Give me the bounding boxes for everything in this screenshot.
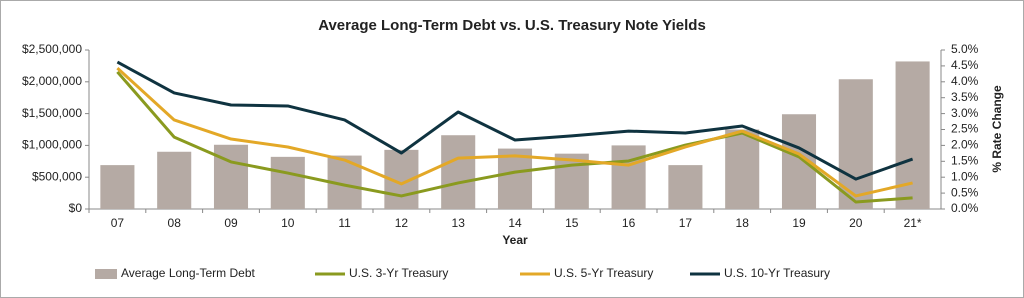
y-tick-label: $1,000,000 [22, 138, 82, 152]
bar [213, 144, 249, 209]
line [116, 70, 913, 204]
x-tick-label: 13 [452, 216, 466, 230]
bar [838, 79, 873, 209]
y2-axis-title: % Rate Change [990, 85, 1004, 173]
x-tick-label: 16 [622, 216, 636, 230]
y-tick-label: $1,500,000 [22, 106, 82, 120]
legend-label: U.S. 10-Yr Treasury [724, 266, 830, 280]
line [116, 60, 914, 181]
y-tick-label: $500,000 [32, 169, 82, 183]
x-tick-label: 08 [168, 216, 182, 230]
x-tick-label: 18 [736, 216, 750, 230]
x-tick-label: 09 [224, 216, 238, 230]
bar [270, 156, 305, 209]
y2-tick-label: 2.0% [951, 138, 979, 152]
x-tick-label: 12 [395, 216, 409, 230]
y2-tick-label: 0.0% [951, 201, 979, 215]
chart-title: Average Long-Term Debt vs. U.S. Treasury… [318, 17, 706, 34]
bar [157, 151, 192, 209]
y2-tick-label: 0.5% [951, 185, 979, 199]
y2-tick-label: 4.5% [951, 58, 979, 72]
legend-swatch [95, 269, 117, 279]
x-tick-label: 14 [508, 216, 522, 230]
bar [611, 145, 646, 209]
x-tick-label: 20 [849, 216, 863, 230]
x-tick-label: 10 [281, 216, 295, 230]
x-tick-label: 17 [679, 216, 693, 230]
x-tick-label: 11 [338, 216, 351, 230]
y2-tick-label: 2.5% [951, 122, 979, 136]
legend-label: U.S. 3-Yr Treasury [349, 266, 448, 280]
x-tick-label: 07 [111, 216, 125, 230]
bar [497, 148, 533, 209]
line [116, 67, 913, 198]
bar [441, 135, 476, 209]
y2-tick-label: 4.0% [951, 74, 979, 88]
y-tick-label: $2,000,000 [22, 74, 82, 88]
bar [725, 129, 760, 209]
x-tick-label: 15 [565, 216, 579, 230]
legend-label: Average Long-Term Debt [121, 266, 256, 280]
x-tick-label: 21* [904, 216, 922, 230]
y2-tick-label: 1.5% [951, 153, 979, 167]
y2-tick-label: 1.0% [951, 169, 979, 183]
y-tick-label: $0 [69, 201, 83, 215]
x-axis-title: Year [502, 233, 528, 247]
bar [100, 165, 135, 209]
y2-tick-label: 3.5% [951, 90, 979, 104]
y-tick-label: $2,500,000 [22, 42, 82, 56]
y2-tick-label: 3.0% [951, 106, 979, 120]
legend-label: U.S. 5-Yr Treasury [554, 266, 653, 280]
bar [668, 165, 703, 209]
x-tick-label: 19 [792, 216, 806, 230]
y2-tick-label: 5.0% [951, 42, 979, 56]
